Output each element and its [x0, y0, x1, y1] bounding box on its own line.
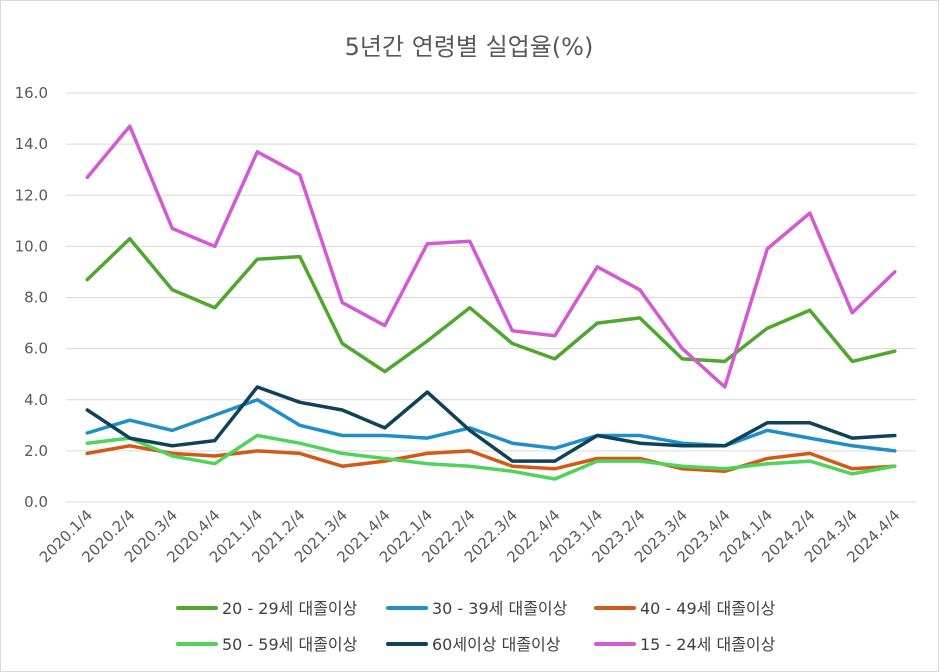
y-axis-ticks: 0.0 2.0 4.0 6.0 8.0 10.0 12.0 14.0 16.0 — [15, 84, 48, 511]
legend-label: 15 - 24세 대졸이상 — [640, 635, 776, 654]
chart-title: 5년간 연령별 실업율(%) — [345, 33, 594, 61]
y-tick-label: 2.0 — [24, 442, 48, 460]
series-line-1 — [85, 236, 897, 374]
y-tick-label: 8.0 — [24, 289, 48, 307]
y-tick-label: 4.0 — [24, 391, 48, 409]
legend-label: 60세이상 대졸이상 — [432, 635, 561, 654]
series-line-5 — [85, 385, 897, 463]
series-line-3 — [85, 444, 897, 474]
legend: 20 - 29세 대졸이상 30 - 39세 대졸이상 40 - 49세 대졸이상 5… — [176, 599, 776, 654]
legend-label: 20 - 29세 대졸이상 — [222, 599, 358, 618]
x-axis-ticks: 2020.1/42020.2/42020.3/42020.4/42021.1/4… — [36, 506, 904, 566]
y-tick-label: 12.0 — [15, 186, 48, 204]
y-tick-label: 10.0 — [15, 237, 48, 255]
y-tick-label: 16.0 — [15, 84, 48, 102]
y-tick-label: 14.0 — [15, 135, 48, 153]
legend-label: 40 - 49세 대졸이상 — [640, 599, 776, 618]
legend-label: 30 - 39세 대졸이상 — [432, 599, 568, 618]
legend-label: 50 - 59세 대졸이상 — [222, 635, 358, 654]
series-line-2 — [85, 398, 897, 453]
y-tick-label: 0.0 — [24, 493, 48, 511]
series-line-4 — [85, 433, 897, 481]
series-lines — [85, 124, 897, 481]
gridlines — [66, 92, 916, 503]
series-line-6 — [85, 124, 897, 389]
y-tick-label: 6.0 — [24, 340, 48, 358]
